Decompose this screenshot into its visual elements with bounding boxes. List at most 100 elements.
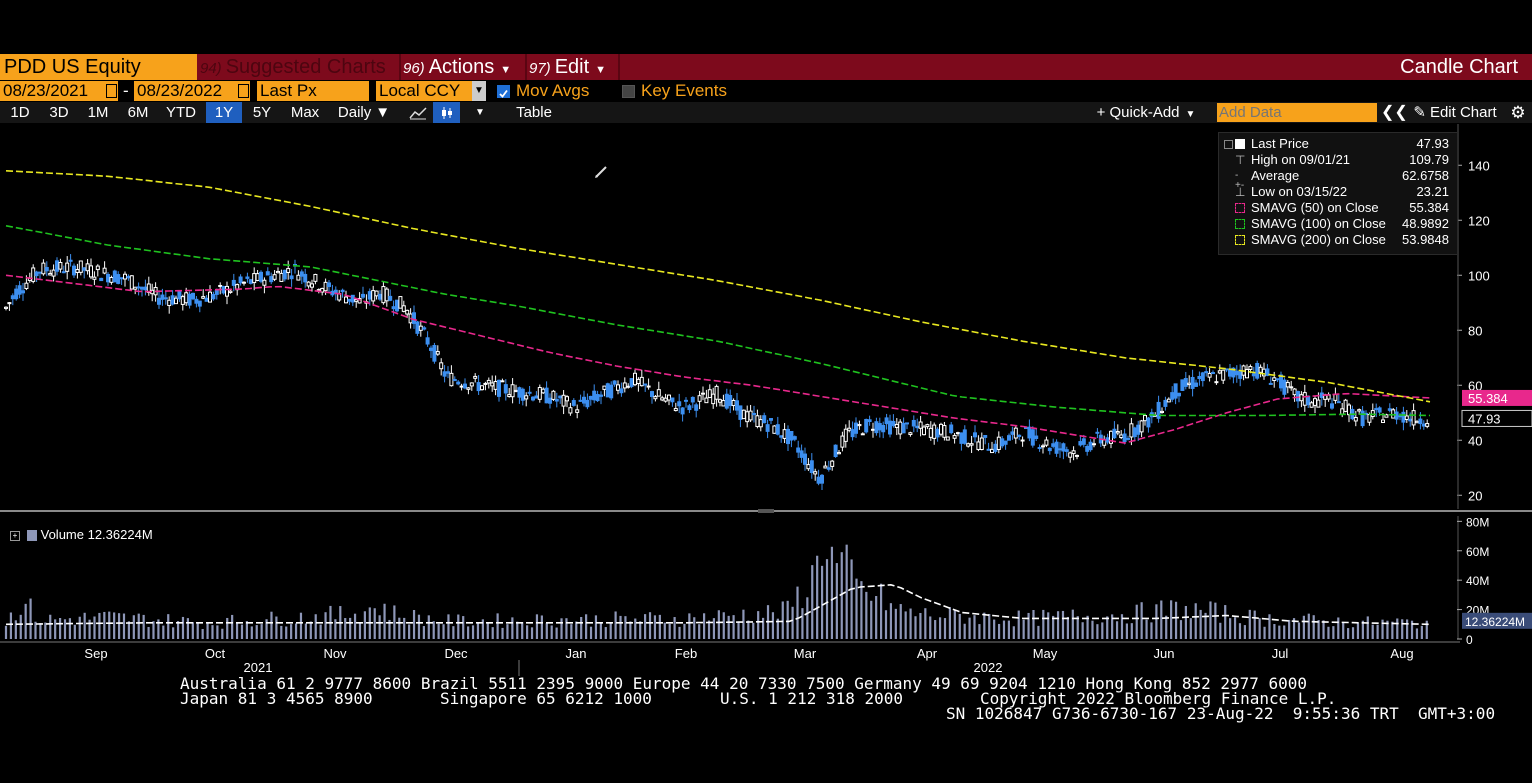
x-axis: Sep Oct Nov Dec Jan Feb Mar Apr May Jun Jul Aug 2021… bbox=[84, 646, 1414, 676]
pane-resize-handle[interactable] bbox=[758, 509, 774, 513]
volume-bar bbox=[1150, 622, 1153, 639]
candle-body bbox=[1088, 441, 1093, 451]
candle-body bbox=[1139, 420, 1144, 433]
volume-bar bbox=[924, 608, 927, 639]
footer-copyright: Copyright 2022 Bloomberg Finance L.P. bbox=[980, 689, 1337, 708]
candle-body bbox=[1085, 445, 1090, 452]
x-tick-label: Aug bbox=[1390, 646, 1413, 661]
key-events-checkbox[interactable] bbox=[622, 85, 635, 98]
candle-body bbox=[1129, 423, 1134, 438]
candle-body bbox=[1136, 424, 1141, 435]
candle-body bbox=[1044, 439, 1049, 446]
candle-body bbox=[507, 394, 512, 398]
line-chart-icon[interactable] bbox=[404, 102, 432, 123]
volume-bar bbox=[304, 623, 307, 639]
volume-bar bbox=[1327, 626, 1330, 639]
candle-body bbox=[10, 295, 15, 300]
volume-bar bbox=[1356, 623, 1360, 639]
edit-chart-button[interactable]: ✎ Edit Chart bbox=[1406, 102, 1504, 123]
volume-bar bbox=[398, 617, 401, 639]
currency-select[interactable]: Local CCY bbox=[376, 81, 472, 101]
candle-body bbox=[1146, 417, 1151, 428]
frequency-select[interactable]: Daily ▼ bbox=[332, 102, 396, 123]
period-button-1d[interactable]: 1D bbox=[10, 104, 30, 121]
candle-body bbox=[769, 418, 773, 421]
footer-session: SN 1026847 G736-6730-167 23-Aug-22 9:55:… bbox=[946, 704, 1496, 723]
pencil-icon[interactable] bbox=[594, 165, 608, 184]
volume-bar bbox=[1002, 620, 1006, 639]
ticker-field[interactable]: PDD US Equity bbox=[0, 54, 197, 80]
edit-menu-button[interactable]: 97) Edit ▼ bbox=[529, 54, 606, 80]
candle-body bbox=[653, 396, 658, 400]
table-button[interactable]: Table bbox=[516, 104, 552, 121]
period-button-5y[interactable]: 5Y bbox=[252, 104, 272, 121]
candle-body bbox=[347, 298, 352, 302]
period-button-1m[interactable]: 1M bbox=[87, 104, 109, 121]
volume-average-line bbox=[5, 583, 1431, 626]
price-field-select[interactable]: Last Px bbox=[257, 81, 369, 101]
volume-tick-label: 60M bbox=[1466, 545, 1489, 559]
period-button-ytd[interactable]: YTD bbox=[166, 104, 196, 121]
legend-value: 47.93 bbox=[1416, 136, 1449, 151]
volume-bar bbox=[811, 565, 814, 639]
candle-body bbox=[677, 401, 682, 407]
collapse-icon[interactable]: ❮❮ bbox=[1381, 104, 1408, 121]
volume-bar bbox=[570, 624, 573, 639]
check-icon bbox=[499, 89, 508, 98]
volume-bar bbox=[963, 623, 966, 639]
candle-body bbox=[1170, 392, 1175, 400]
candle-body bbox=[381, 286, 386, 304]
volume-bar bbox=[585, 614, 588, 639]
chevron-down-icon[interactable]: ▼ bbox=[472, 81, 486, 101]
volume-bar bbox=[717, 610, 720, 639]
volume-legend-label: Volume 12.36224M bbox=[40, 527, 153, 542]
settings-row: 08/23/2021 - 08/23/2022 Last Px Local CC… bbox=[0, 81, 1532, 178]
volume-bar bbox=[550, 625, 553, 639]
end-date-field[interactable]: 08/23/2022 bbox=[134, 81, 250, 101]
candle-body bbox=[306, 281, 311, 287]
period-button-6m[interactable]: 6M bbox=[127, 104, 149, 121]
calendar-icon[interactable] bbox=[106, 84, 117, 98]
toolbar-divider bbox=[525, 54, 527, 80]
period-button-3d[interactable]: 3D bbox=[49, 104, 69, 121]
expand-icon[interactable] bbox=[1224, 140, 1233, 149]
candle-body bbox=[1177, 392, 1181, 397]
period-button-max[interactable]: Max bbox=[290, 104, 320, 121]
candle-body bbox=[646, 385, 651, 388]
volume-bar bbox=[771, 612, 775, 639]
candle-body bbox=[908, 432, 913, 435]
suggested-charts-button[interactable]: 94) Suggested Charts bbox=[200, 54, 386, 80]
candle-body bbox=[405, 309, 410, 315]
candle-body bbox=[670, 397, 675, 403]
volume-bar bbox=[147, 626, 150, 639]
volume-bar bbox=[560, 618, 563, 639]
quick-add-button[interactable]: + Quick-Add ▼ bbox=[1090, 102, 1202, 123]
candle-body bbox=[1265, 368, 1270, 376]
candle-body bbox=[969, 443, 974, 446]
candle-chart-icon[interactable] bbox=[433, 102, 460, 123]
volume-bar bbox=[830, 546, 834, 639]
legend-name: Average bbox=[1251, 168, 1300, 183]
volume-bar bbox=[1406, 619, 1409, 639]
sma50-price-tag-label: 55.384 bbox=[1468, 391, 1508, 406]
candle-body bbox=[248, 279, 253, 284]
add-data-input[interactable] bbox=[1217, 103, 1377, 122]
candle-body bbox=[38, 271, 42, 274]
legend-row-last-price: Last Price 47.93 bbox=[1219, 136, 1457, 152]
chevron-down-icon[interactable]: ▼ bbox=[475, 107, 485, 118]
last-price-swatch bbox=[1235, 139, 1245, 149]
candle-body bbox=[1166, 398, 1171, 403]
actions-menu-button[interactable]: 96) Actions ▼ bbox=[403, 54, 511, 80]
gear-icon[interactable]: ⚙ bbox=[1510, 103, 1526, 122]
period-button-1y[interactable]: 1Y bbox=[206, 102, 242, 123]
volume-bar bbox=[904, 611, 907, 639]
start-date-field[interactable]: 08/23/2021 bbox=[0, 81, 118, 101]
calendar-icon[interactable] bbox=[238, 84, 249, 98]
volume-bar bbox=[943, 618, 947, 639]
volume-bar bbox=[1179, 620, 1183, 639]
candle-body bbox=[813, 471, 818, 475]
mov-avgs-checkbox[interactable] bbox=[497, 85, 510, 98]
expand-icon[interactable]: + bbox=[10, 530, 20, 541]
candle-body bbox=[354, 299, 359, 302]
